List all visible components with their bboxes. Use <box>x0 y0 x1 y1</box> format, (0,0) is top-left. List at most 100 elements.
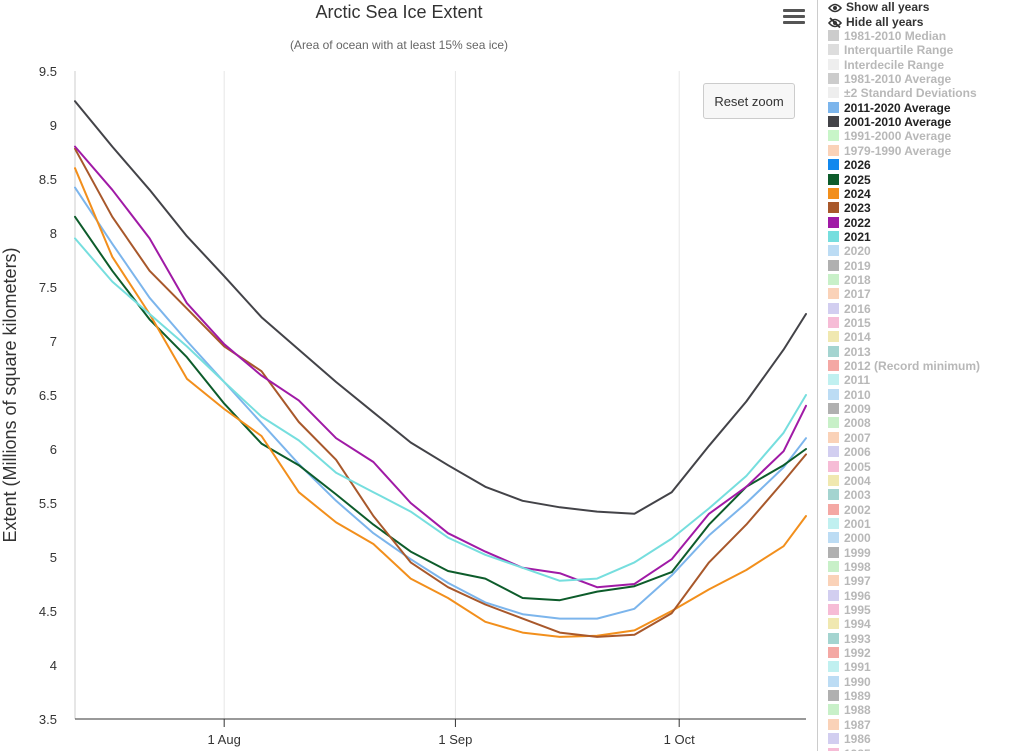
legend-label: 2000 <box>844 531 871 546</box>
legend-item[interactable]: 2010 <box>828 388 871 402</box>
legend-item[interactable]: 1998 <box>828 560 871 574</box>
legend-item[interactable]: 2018 <box>828 273 871 287</box>
legend-item[interactable]: 1988 <box>828 703 871 717</box>
series-line-2022[interactable] <box>74 145 807 589</box>
show-all-years-button[interactable]: Show all years <box>827 0 929 14</box>
legend-label: 1998 <box>844 559 871 574</box>
legend-item[interactable]: 2004 <box>828 474 871 488</box>
legend-label: 2026 <box>844 158 871 173</box>
legend-item[interactable]: 2020 <box>828 244 871 258</box>
x-axis: 1 Aug 1 Sep 1 Oct <box>208 719 695 747</box>
legend-item[interactable]: 1991 <box>828 660 871 674</box>
legend-item[interactable]: 1990 <box>828 675 871 689</box>
legend-swatch <box>828 503 839 515</box>
legend-swatch <box>828 360 839 372</box>
legend-label: 1993 <box>844 631 871 646</box>
legend-item[interactable]: 2007 <box>828 431 871 445</box>
legend-item[interactable]: 1989 <box>828 689 871 703</box>
legend-swatch <box>828 460 839 472</box>
legend-swatch <box>828 202 839 214</box>
legend-item[interactable]: 2016 <box>828 302 871 316</box>
legend-item[interactable]: ±2 Standard Deviations <box>828 86 977 100</box>
legend-item[interactable]: 1994 <box>828 617 871 631</box>
legend-item[interactable]: 2011 <box>828 373 870 387</box>
legend-item[interactable]: 2026 <box>828 158 871 172</box>
legend-item[interactable]: 2025 <box>828 173 871 187</box>
legend-label: 1999 <box>844 545 871 560</box>
legend-item[interactable]: 2017 <box>828 287 871 301</box>
series-line-2011-2020-average[interactable] <box>74 186 807 620</box>
reset-zoom-button[interactable]: Reset zoom <box>703 83 795 119</box>
legend-swatch <box>828 230 839 242</box>
y-tick-label: 5.5 <box>39 496 57 511</box>
legend-item[interactable]: 1991-2000 Average <box>828 129 951 143</box>
hide-all-years-button[interactable]: Hide all years <box>827 15 923 29</box>
legend-item[interactable]: 2022 <box>828 216 871 230</box>
legend-item[interactable]: 1981-2010 Median <box>828 29 946 43</box>
legend-item[interactable]: 1993 <box>828 632 871 646</box>
legend-label: 2016 <box>844 301 871 316</box>
legend-item[interactable]: 2021 <box>828 230 871 244</box>
legend-item[interactable]: 2003 <box>828 488 871 502</box>
series-line-2023[interactable] <box>74 147 807 638</box>
legend-swatch <box>828 30 839 41</box>
legend-item[interactable]: 2001 <box>828 517 871 531</box>
legend-swatch <box>828 417 839 429</box>
legend-item[interactable]: 2023 <box>828 201 871 215</box>
legend-item[interactable]: 2014 <box>828 330 871 344</box>
series-line-2025[interactable] <box>74 215 807 602</box>
series-lines <box>74 100 807 638</box>
legend-item[interactable]: 2005 <box>828 460 871 474</box>
legend-label: 1989 <box>844 689 871 704</box>
legend-label: 1995 <box>844 603 871 617</box>
series-line-2024[interactable] <box>74 167 807 638</box>
legend-label: 2001 <box>844 516 871 531</box>
legend-item[interactable]: 1996 <box>828 589 871 603</box>
legend-item[interactable]: 2019 <box>828 259 871 273</box>
legend-item[interactable]: 1992 <box>828 646 871 660</box>
legend-swatch <box>828 546 839 558</box>
legend-swatch <box>828 374 839 386</box>
x-tick-label: 1 Aug <box>208 732 241 747</box>
legend-swatch <box>828 388 839 400</box>
chart: Arctic Sea Ice Extent (Area of ocean wit… <box>0 2 807 747</box>
y-tick-label: 8.5 <box>39 172 57 187</box>
legend-item[interactable]: 1987 <box>828 718 871 732</box>
legend-label: 1985 <box>844 747 871 751</box>
legend-item[interactable]: 2015 <box>828 316 871 330</box>
legend-item[interactable]: 1986 <box>828 732 871 746</box>
legend-item[interactable]: Interdecile Range <box>828 58 944 72</box>
y-tick-label: 5 <box>50 550 57 565</box>
legend-label: 2023 <box>844 201 871 216</box>
menu-icon[interactable] <box>783 6 805 26</box>
legend-swatch <box>828 560 839 572</box>
legend-item[interactable]: 2000 <box>828 531 871 545</box>
legend-item[interactable]: 2013 <box>828 345 871 359</box>
legend-item[interactable]: 1995 <box>828 603 871 617</box>
legend-swatch <box>828 44 839 56</box>
legend-item[interactable]: Interquartile Range <box>828 43 953 57</box>
legend-item[interactable]: 2001-2010 Average <box>828 115 951 129</box>
legend-item[interactable]: 1979-1990 Average <box>828 144 951 158</box>
legend-label: 2014 <box>844 330 871 345</box>
legend-label: 2019 <box>844 258 871 273</box>
legend-item[interactable]: 1999 <box>828 546 871 560</box>
legend-item[interactable]: 2002 <box>828 503 871 517</box>
legend-item[interactable]: 2006 <box>828 445 871 459</box>
legend-item[interactable]: 2009 <box>828 402 871 416</box>
legend-swatch <box>828 144 839 156</box>
legend-item[interactable]: 1981-2010 Average <box>828 72 951 86</box>
legend-item[interactable]: 2012 (Record minimum) <box>828 359 980 373</box>
legend-item[interactable]: 2011-2020 Average <box>828 101 951 115</box>
legend-swatch <box>828 431 839 443</box>
legend-swatch <box>828 632 839 644</box>
series-line-2001-2010-average[interactable] <box>74 100 807 515</box>
legend-item[interactable]: 2008 <box>828 416 871 430</box>
legend-swatch <box>828 73 839 85</box>
legend-item[interactable]: 1997 <box>828 574 871 588</box>
legend-item[interactable]: 2024 <box>828 187 871 201</box>
legend-label: 2003 <box>844 488 871 503</box>
legend-item[interactable]: 1985 <box>828 747 871 751</box>
legend-label: 1997 <box>844 574 871 589</box>
series-line-2021[interactable] <box>74 237 807 582</box>
